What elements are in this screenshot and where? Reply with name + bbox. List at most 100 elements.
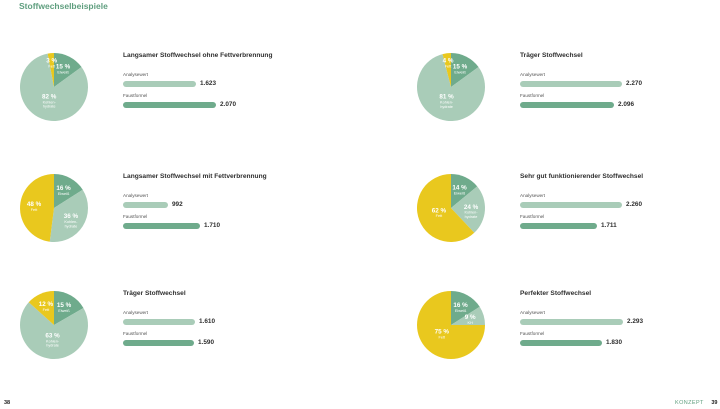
slice-name: Kohlen- [464,211,478,215]
slice-percent: 15 % [56,64,71,71]
slice-label-fat: 4 %Fett [443,58,454,69]
slice-name: hydrate [43,105,56,109]
pie-slice-fat [442,53,451,87]
slice-name: Fett [436,214,443,218]
slice-percent: 48 % [27,201,42,208]
slice-percent: 75 % [435,329,450,336]
slice-percent: 4 % [443,58,454,65]
pie-slice-carb [49,189,89,242]
faust-bar [123,223,200,229]
slice-label-carb: 24 %Kohlen-hydrate [464,204,479,219]
slice-percent: 16 % [453,302,468,309]
slice-name: Eiweiß [57,71,69,75]
slice-label-fat: 12 %Fett [39,301,54,312]
chart-title: Langsamer Stoffwechsel ohne Fettverbrenn… [123,52,273,59]
slice-name: Eiweiß [455,309,467,313]
slice-name: Fett [43,308,50,312]
pie-card: 14 % Eiweiß 24 % Kohlen-hydrate 62 % Fett Sehr… [416,173,720,277]
faust-value: 1.830 [606,339,622,346]
slice-name: hydrate [46,344,59,348]
pie-slice-protein [54,53,82,87]
slice-percent: 15 % [57,302,72,309]
slice-label-carb: 81 %Kohlen-hydrate [439,94,454,109]
slice-label-protein: 15 %Eiweiß [453,64,468,75]
pie-slice-protein [451,291,480,325]
slice-label-fat: 3 %Fett [46,58,57,69]
slice-percent: 16 % [56,185,71,192]
pie-slice-fat [28,291,54,325]
page-title: Stoffwechselbeispiele [19,1,108,11]
faust-value: 1.590 [198,339,214,346]
pie-slice-fat [417,291,485,359]
pie-slice-fat [416,174,475,242]
analyse-label: Analysewert [520,193,546,198]
footer-right: KONZEPT 39 [675,400,717,406]
slice-label-protein: 16 %Eiweiß [56,185,71,196]
pie-slice-carb [451,186,485,233]
analyse-value: 2.293 [627,318,643,325]
slice-label-fat: 75 %Fett [435,329,450,340]
slice-name: Kohlen- [43,101,57,105]
pie-slice-protein [451,174,478,208]
pie-slice-carb [451,306,485,325]
analyse-bar [123,81,196,87]
slice-name: KH [468,321,474,325]
slice-name: hydrate [465,215,478,219]
analyse-bar [123,202,168,208]
pie-slice-protein [54,291,84,325]
chart-title: Träger Stoffwechsel [123,290,186,297]
slice-name: Fett [439,336,446,340]
section-label: KONZEPT [675,400,704,406]
faust-value: 1.711 [601,222,617,229]
chart-title: Langsamer Stoffwechsel mit Fettverbrennu… [123,173,267,180]
slice-label-protein: 16 %Eiweiß [453,302,468,313]
slice-percent: 62 % [432,207,447,214]
pie-card: 15 % Eiweiß 63 % Kohlen-hydrate 12 % Fett Träg… [19,290,359,394]
page-number-right: 39 [711,400,718,406]
analyse-bar [123,319,195,325]
analyse-bar [520,319,623,325]
slice-label-carb: 63 %Kohlen-hydrate [45,332,60,347]
slice-label-fat: 48 %Fett [27,201,42,212]
slice-name: hydrate [440,105,453,109]
analyse-bar [520,81,622,87]
slice-name: Eiweiß [454,191,466,195]
slice-label-fat: 62 %Fett [432,207,447,218]
slice-percent: 24 % [464,204,479,211]
slice-name: Eiweiß [454,71,466,75]
pie-slice-fat [47,53,54,87]
slice-percent: 63 % [45,332,60,339]
pie-card: 16 % Eiweiß 36 % Kohlen-hydrate 48 % Fett Lang… [19,173,359,277]
pie-card: 15 % Eiweiß 82 % Kohlen-hydrate 3 % Fett Langs… [19,52,359,156]
slice-name: Eiweiß [58,309,70,313]
analyse-value: 1.610 [199,318,215,325]
slice-name: Eiweiß [58,192,70,196]
slice-percent: 82 % [42,94,57,101]
slice-percent: 14 % [452,184,467,191]
slice-name: Fett [31,208,38,212]
analyse-label: Analysewert [520,72,546,77]
faust-bar [123,340,194,346]
page-number-left-text: 38 [4,400,11,406]
slice-percent: 15 % [453,64,468,71]
faust-bar [520,223,597,229]
faust-label: Faustformel [520,214,545,219]
faust-label: Faustformel [520,93,545,98]
faust-bar [520,340,602,346]
chart-title: Sehr gut funktionierender Stoffwechsel [520,173,644,180]
slice-name: Kohlen- [64,220,78,224]
analyse-value: 992 [172,201,183,208]
faust-value: 2.096 [618,101,634,108]
faust-label: Faustformel [123,331,148,336]
analyse-label: Analysewert [123,193,149,198]
slice-percent: 81 % [439,94,454,101]
analyse-label: Analysewert [123,72,149,77]
pie-chart: 15 %Eiweiß 63 %Kohlen-hydrate 12 %Fett [19,291,88,360]
analyse-value: 2.270 [626,80,642,87]
chart-title: Perfekter Stoffwechsel [520,290,592,297]
slice-name: Fett [48,65,55,69]
pie-slice-carb [19,53,88,121]
pie-slice-protein [54,174,83,208]
chart-title: Träger Stoffwechsel [520,52,583,59]
